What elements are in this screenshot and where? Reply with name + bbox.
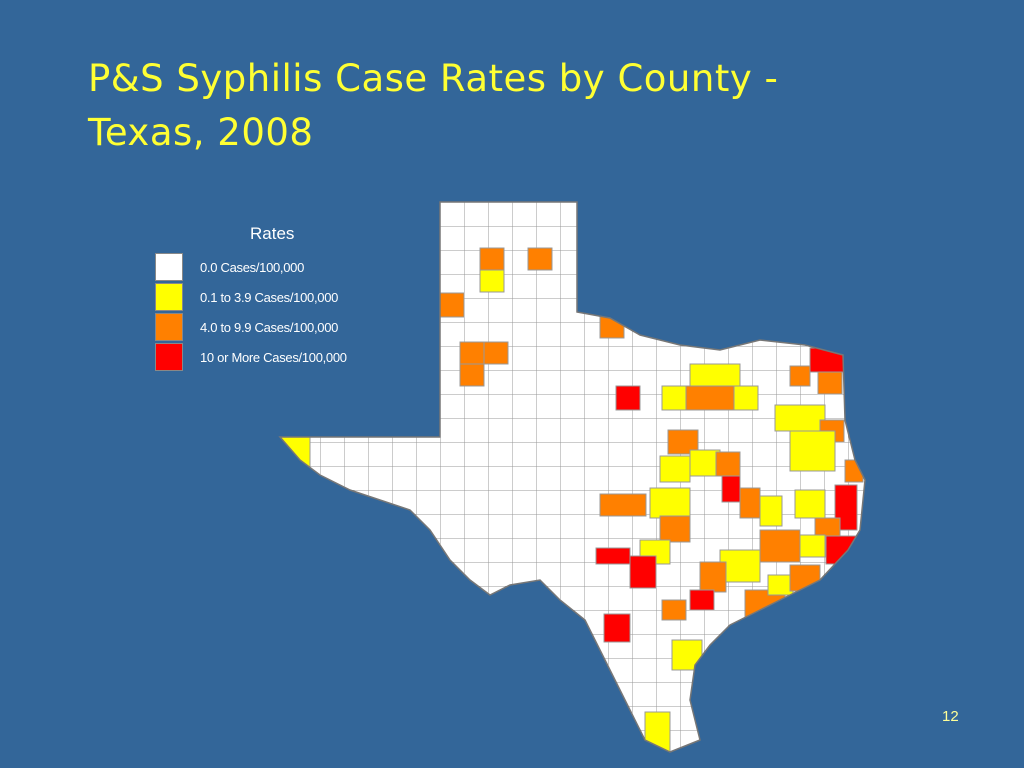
legend-label: 4.0 to 9.9 Cases/100,000 [200, 319, 339, 335]
legend-swatch [155, 253, 183, 281]
legend-item: 0.1 to 3.9 Cases/100,000 [155, 282, 338, 312]
legend-title: Rates [250, 224, 295, 243]
legend-swatch [155, 313, 183, 341]
title-line: Texas, 2008 [88, 111, 314, 154]
legend-label: 10 or More Cases/100,000 [200, 349, 347, 365]
slide-title: P&S Syphilis Case Rates by County - Texa… [88, 52, 778, 160]
legend-swatch [155, 283, 183, 311]
counties [280, 202, 865, 752]
legend-label: 0.0 Cases/100,000 [200, 259, 305, 275]
legend-item: 4.0 to 9.9 Cases/100,000 [155, 312, 338, 342]
legend-swatch [155, 343, 183, 371]
legend-item: 10 or More Cases/100,000 [155, 342, 347, 372]
page-number: 12 [942, 708, 959, 725]
legend-label: 0.1 to 3.9 Cases/100,000 [200, 289, 339, 305]
title-line: P&S Syphilis Case Rates by County - [88, 57, 779, 100]
state-outline [278, 201, 866, 753]
legend-item: 0.0 Cases/100,000 [155, 252, 304, 282]
